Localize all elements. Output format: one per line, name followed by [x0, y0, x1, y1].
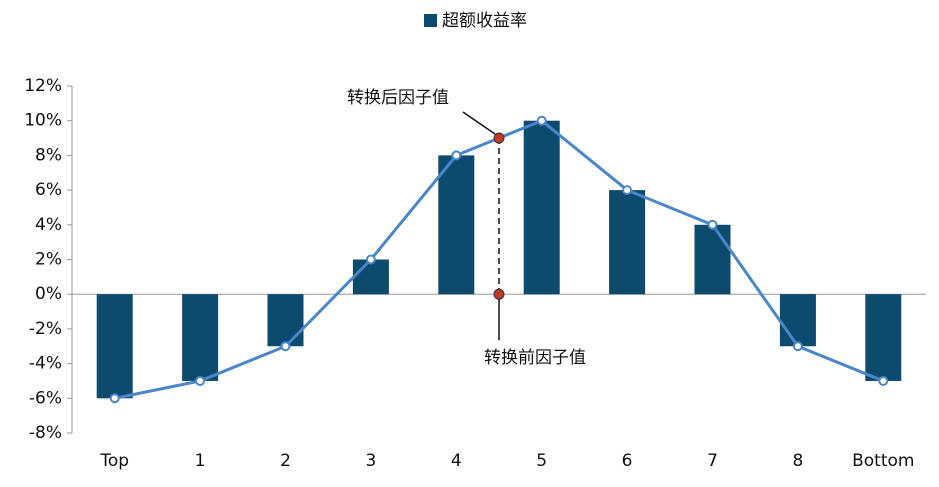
- x-tick-label: 8: [792, 451, 803, 471]
- x-tick-label: 1: [195, 451, 206, 471]
- x-tick-label: Bottom: [852, 451, 914, 471]
- x-tick-label: 6: [622, 451, 633, 471]
- bar: [694, 224, 731, 295]
- y-tick-label: 2%: [35, 250, 62, 270]
- bar: [96, 294, 133, 399]
- y-tick-label: 0%: [35, 284, 62, 304]
- bar: [438, 155, 475, 295]
- legend-swatch: [424, 14, 437, 27]
- y-tick-label: 6%: [35, 180, 62, 200]
- annotation-label: 转换后因子值: [347, 88, 449, 108]
- bar: [865, 294, 902, 381]
- annotation-point: [493, 288, 505, 300]
- bar: [182, 294, 219, 381]
- line-point: [792, 341, 803, 352]
- y-tick-label: -6%: [29, 388, 62, 408]
- bar: [609, 190, 646, 295]
- y-tick-label: -2%: [29, 319, 62, 339]
- annotation-label: 转换前因子值: [484, 348, 586, 368]
- y-tick-label: 8%: [35, 145, 62, 165]
- annotation-leader: [462, 111, 496, 135]
- y-tick-label: 10%: [24, 111, 62, 131]
- annotation-point: [493, 132, 505, 144]
- x-tick-label: 5: [536, 451, 547, 471]
- bar: [779, 294, 816, 347]
- bar: [523, 120, 560, 295]
- x-tick-label: 7: [707, 451, 718, 471]
- line-point: [365, 254, 376, 265]
- line-point: [280, 341, 291, 352]
- legend-label: 超额收益率: [442, 11, 527, 31]
- y-tick-label: 4%: [35, 215, 62, 235]
- line-point: [109, 393, 120, 404]
- x-tick-label: Top: [99, 451, 129, 471]
- line-point: [536, 115, 547, 126]
- line-point: [878, 375, 889, 386]
- y-tick-label: 12%: [24, 76, 62, 96]
- line-point: [195, 375, 206, 386]
- x-tick-label: 4: [451, 451, 462, 471]
- bar: [267, 294, 304, 347]
- x-tick-label: 3: [365, 451, 376, 471]
- line-point: [622, 185, 633, 196]
- bar: [352, 259, 389, 295]
- x-tick-label: 2: [280, 451, 291, 471]
- line-point: [451, 150, 462, 161]
- y-tick-label: -8%: [29, 423, 62, 443]
- y-tick-label: -4%: [29, 354, 62, 374]
- line-point: [707, 219, 718, 230]
